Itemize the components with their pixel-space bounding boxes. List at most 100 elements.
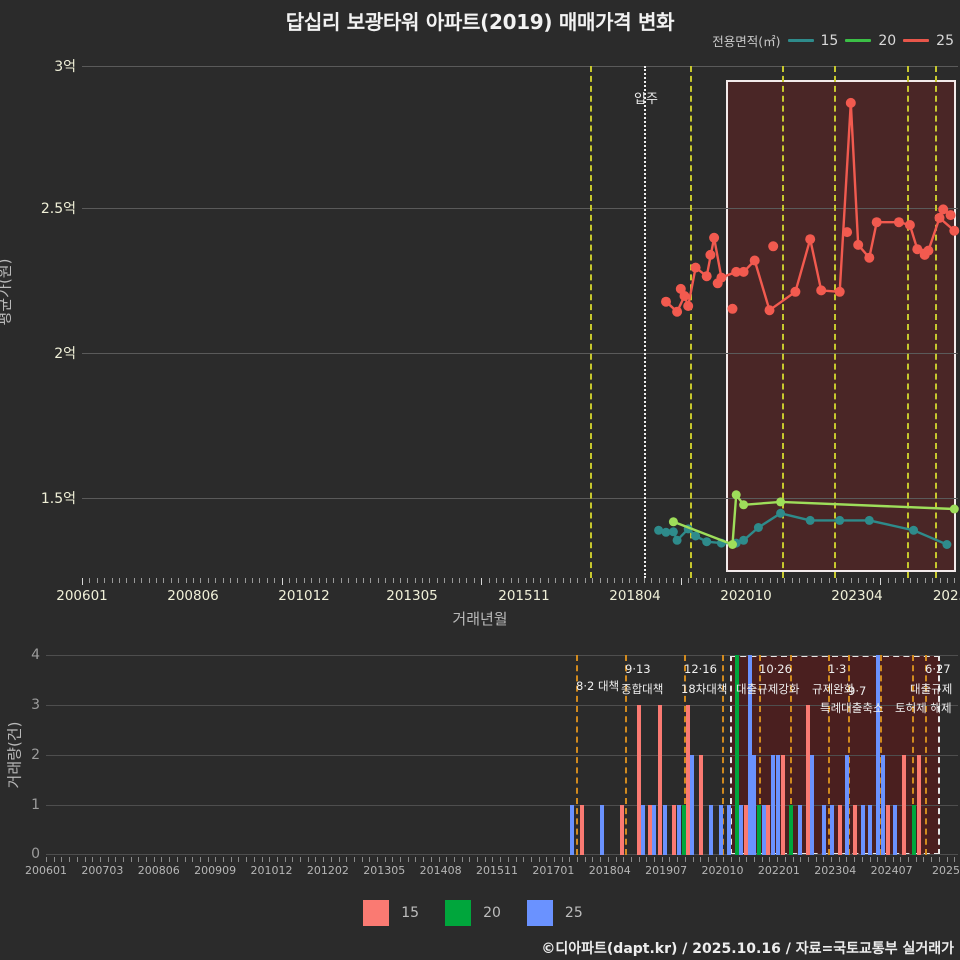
volume-bar[interactable] — [663, 805, 667, 855]
volume-bar[interactable] — [570, 805, 574, 855]
data-point-15[interactable] — [864, 515, 874, 525]
data-point-25[interactable] — [919, 249, 930, 260]
data-point-15[interactable] — [739, 535, 749, 545]
volume-bar[interactable] — [876, 655, 880, 855]
volume-bar[interactable] — [699, 755, 703, 855]
legend-label-25[interactable]: 25 — [936, 32, 954, 49]
data-point-15[interactable] — [654, 525, 664, 535]
data-point-25[interactable] — [934, 212, 945, 223]
volume-bar[interactable] — [771, 755, 775, 855]
volume-bar[interactable] — [637, 705, 641, 855]
data-point-25[interactable] — [705, 249, 716, 260]
data-point-25[interactable] — [912, 244, 923, 255]
data-point-25[interactable] — [768, 241, 779, 252]
data-point-15[interactable] — [776, 508, 786, 518]
volume-legend-label-15[interactable]: 15 — [401, 905, 420, 921]
volume-bar[interactable] — [893, 805, 897, 855]
data-point-25[interactable] — [842, 227, 853, 238]
volume-legend-label-20[interactable]: 20 — [483, 905, 501, 921]
volume-legend-label-25[interactable]: 25 — [564, 905, 583, 921]
data-point-15[interactable] — [753, 523, 763, 532]
data-point-25[interactable] — [738, 266, 749, 277]
data-point-25[interactable] — [893, 217, 904, 228]
volume-bar[interactable] — [709, 805, 713, 855]
volume-bar[interactable] — [620, 805, 624, 855]
data-point-20[interactable] — [731, 490, 741, 500]
data-point-25[interactable] — [701, 271, 712, 282]
volume-bar[interactable] — [798, 805, 802, 855]
volume-bar[interactable] — [682, 805, 686, 855]
volume-bar[interactable] — [648, 805, 652, 855]
data-point-25[interactable] — [871, 217, 882, 228]
volume-bar[interactable] — [690, 755, 694, 855]
volume-bar[interactable] — [886, 805, 890, 855]
data-point-25[interactable] — [845, 97, 856, 108]
volume-bar[interactable] — [677, 805, 681, 855]
data-point-20[interactable] — [739, 500, 749, 510]
data-point-20[interactable] — [949, 504, 959, 514]
volume-bar[interactable] — [686, 705, 690, 855]
volume-bar[interactable] — [868, 805, 872, 855]
volume-bar[interactable] — [739, 805, 743, 855]
data-point-25[interactable] — [727, 303, 738, 314]
data-point-25[interactable] — [816, 285, 827, 296]
volume-bar[interactable] — [822, 805, 826, 855]
volume-bar[interactable] — [881, 755, 885, 855]
data-point-25[interactable] — [764, 305, 775, 316]
volume-bar[interactable] — [748, 655, 752, 855]
volume-bar[interactable] — [853, 805, 857, 855]
volume-bar[interactable] — [789, 805, 793, 855]
volume-bar[interactable] — [838, 805, 842, 855]
volume-bar[interactable] — [658, 705, 662, 855]
volume-bar[interactable] — [781, 755, 785, 855]
volume-bar[interactable] — [727, 805, 731, 855]
volume-bar[interactable] — [641, 805, 645, 855]
data-point-25[interactable] — [853, 239, 864, 250]
data-point-25[interactable] — [731, 266, 742, 277]
data-point-20[interactable] — [776, 497, 786, 507]
data-point-15[interactable] — [668, 527, 678, 537]
data-point-25[interactable] — [661, 296, 671, 307]
volume-bar[interactable] — [752, 755, 756, 855]
volume-bar[interactable] — [719, 805, 723, 855]
data-point-25[interactable] — [790, 286, 801, 297]
volume-bar[interactable] — [810, 755, 814, 855]
volume-bar[interactable] — [600, 805, 604, 855]
volume-bar[interactable] — [652, 805, 656, 855]
volume-bar[interactable] — [806, 705, 810, 855]
volume-bar[interactable] — [861, 805, 865, 855]
data-point-15[interactable] — [835, 515, 845, 525]
data-point-20[interactable] — [728, 540, 737, 549]
data-point-20[interactable] — [668, 517, 678, 527]
data-point-25[interactable] — [749, 255, 760, 266]
data-point-15[interactable] — [805, 515, 815, 525]
legend-label-20[interactable]: 20 — [878, 32, 897, 49]
volume-bar[interactable] — [762, 805, 766, 855]
volume-bar[interactable] — [845, 755, 849, 855]
data-point-15[interactable] — [702, 537, 712, 547]
data-point-15[interactable] — [661, 527, 671, 537]
data-point-15[interactable] — [942, 540, 952, 549]
volume-bar[interactable] — [744, 805, 748, 855]
volume-bar[interactable] — [766, 805, 770, 855]
data-point-25[interactable] — [904, 220, 915, 230]
volume-bar[interactable] — [672, 805, 676, 855]
legend-label-15[interactable]: 15 — [820, 32, 839, 49]
data-point-25[interactable] — [690, 262, 701, 273]
data-point-25[interactable] — [938, 204, 949, 215]
data-point-25[interactable] — [683, 301, 694, 311]
data-point-25[interactable] — [675, 283, 686, 294]
volume-bar[interactable] — [830, 805, 834, 855]
volume-bar[interactable] — [776, 755, 780, 855]
volume-bar[interactable] — [912, 805, 916, 855]
volume-bar[interactable] — [757, 805, 761, 855]
volume-bar[interactable] — [902, 755, 906, 855]
data-point-25[interactable] — [949, 225, 960, 236]
data-point-15[interactable] — [909, 525, 919, 535]
data-point-25[interactable] — [864, 252, 875, 263]
data-point-25[interactable] — [805, 234, 816, 245]
data-point-25[interactable] — [945, 210, 956, 221]
data-point-15[interactable] — [691, 531, 701, 541]
volume-bar[interactable] — [917, 755, 921, 855]
data-point-25[interactable] — [709, 232, 720, 243]
